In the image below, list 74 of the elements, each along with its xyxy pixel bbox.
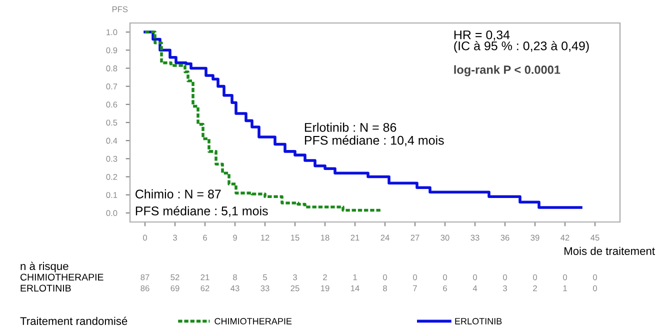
text: 1 (563, 285, 567, 292)
text: 0 (443, 274, 447, 280)
y-tick-label: 1.0 (106, 29, 118, 36)
y-tick-label: 0.4 (106, 138, 118, 144)
text: 33 (260, 285, 270, 292)
legend-label: ERLOTINIB (455, 318, 502, 324)
y-tick-label: 0.0 (106, 210, 118, 216)
x-tick-label: 24 (380, 234, 390, 241)
text: 0 (503, 274, 507, 280)
text: 2 (533, 285, 537, 292)
x-tick-label: 18 (321, 234, 330, 241)
text: 87 (140, 274, 150, 280)
x-tick-label: 21 (350, 234, 360, 241)
y-tick-label: 0.2 (106, 174, 118, 180)
text: 0 (593, 285, 597, 292)
text: 5 (263, 274, 267, 280)
annotation: Chimio : N = 87 (136, 189, 221, 198)
x-tick-label: 36 (500, 234, 510, 241)
text: 52 (170, 274, 180, 280)
text: 62 (200, 285, 210, 292)
text: 14 (351, 285, 360, 292)
x-tick-label: 33 (470, 234, 480, 241)
x-tick-label: 27 (410, 234, 420, 241)
y-tick-label: 0.6 (106, 102, 118, 108)
text: 25 (290, 285, 300, 292)
y-tick-label: 0.8 (106, 65, 118, 72)
y-tick-label: 0.5 (106, 120, 118, 126)
text: 3 (503, 285, 507, 292)
text: 0 (563, 274, 567, 280)
y-tick-label: 0.3 (106, 156, 118, 162)
text: 2 (323, 274, 327, 280)
x-tick-label: 3 (173, 234, 177, 241)
x-tick-label: 42 (560, 234, 570, 241)
x-tick-label: 6 (203, 234, 207, 241)
text: 3 (293, 274, 297, 280)
annotation: HR = 0,34 (454, 30, 510, 41)
y-tick-label: 0.1 (106, 192, 118, 198)
text: 8 (383, 285, 387, 292)
text: 4 (472, 285, 478, 292)
text: n à risque (20, 262, 68, 272)
x-axis-title: Mois de traitement (564, 246, 655, 255)
text: CHIMIOTHERAPIE (20, 274, 104, 281)
x-tick-label: 9 (233, 234, 237, 241)
text: 0 (383, 274, 387, 280)
text: 43 (230, 285, 240, 292)
annotation: PFS médiane : 10,4 mois (304, 135, 444, 146)
text: 0 (533, 274, 537, 280)
text: 86 (140, 285, 150, 292)
text: 1 (353, 274, 357, 280)
annotation: log-rank P < 0.0001 (454, 65, 560, 76)
x-tick-label: 30 (440, 234, 450, 241)
annotation: (IC à 95 % : 0,23 à 0,49) (454, 40, 589, 53)
text: ERLOTINIB (20, 284, 71, 292)
y-axis-title: PFS (112, 6, 128, 12)
text: 0 (473, 274, 477, 280)
text: 0 (593, 274, 597, 280)
legend-title: Traitement randomisé (20, 316, 128, 325)
x-tick-label: 15 (291, 234, 300, 241)
y-tick-label: 0.7 (106, 84, 118, 90)
text: 21 (200, 274, 210, 280)
x-tick-label: 39 (530, 234, 540, 241)
text: 8 (233, 274, 237, 280)
annotation: PFS médiane : 5,1 mois (136, 206, 268, 217)
text: 19 (321, 285, 330, 292)
text: 0 (413, 274, 417, 280)
y-tick-label: 0.9 (106, 47, 118, 54)
text: 6 (443, 285, 447, 292)
annotation: Erlotinib : N = 86 (304, 122, 396, 132)
x-tick-label: 45 (590, 234, 600, 241)
text: 7 (413, 285, 417, 292)
x-tick-label: 12 (261, 234, 270, 241)
x-tick-label: 0 (143, 234, 147, 241)
text: 69 (170, 285, 180, 292)
legend-label: CHIMIOTHERAPIE (214, 318, 292, 324)
